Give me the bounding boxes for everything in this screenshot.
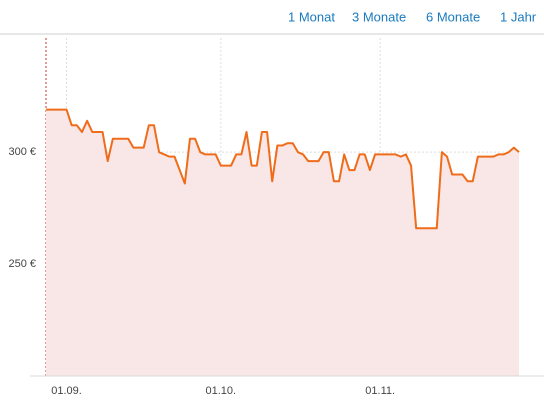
area [46, 109, 519, 376]
range-button[interactable]: 6 Monate [426, 9, 480, 24]
y-tick-label: 250 € [8, 258, 36, 270]
range-button[interactable]: 3 Monate [352, 9, 406, 24]
x-tick-label: 01.09. [51, 385, 82, 397]
range-button[interactable]: 1 Monat [288, 9, 335, 24]
range-button[interactable]: 1 Jahr [500, 9, 537, 24]
y-tick-label: 300 € [8, 146, 36, 158]
price-line [46, 108, 520, 230]
x-tick-label: 01.11. [365, 385, 395, 397]
x-tick-label: 01.10. [206, 385, 237, 397]
